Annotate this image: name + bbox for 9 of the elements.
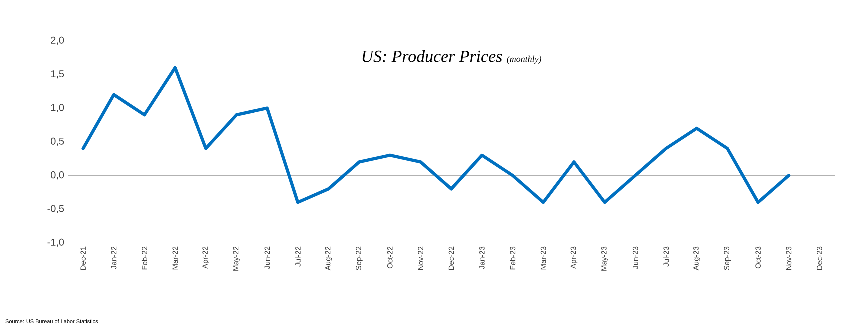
y-tick-label: 0,0: [51, 172, 64, 180]
chart-title: US: Producer Prices: [362, 50, 502, 62]
y-tick-label: 1,5: [51, 70, 64, 79]
y-tick-label: 2,0: [51, 36, 64, 46]
y-tick-label: -0,5: [48, 205, 64, 214]
text: (monthly): [507, 56, 542, 64]
y-tick-label: 0,5: [51, 138, 64, 146]
y-tick-label: -1,0: [48, 238, 64, 248]
y-tick-label: 1,0: [51, 104, 64, 112]
